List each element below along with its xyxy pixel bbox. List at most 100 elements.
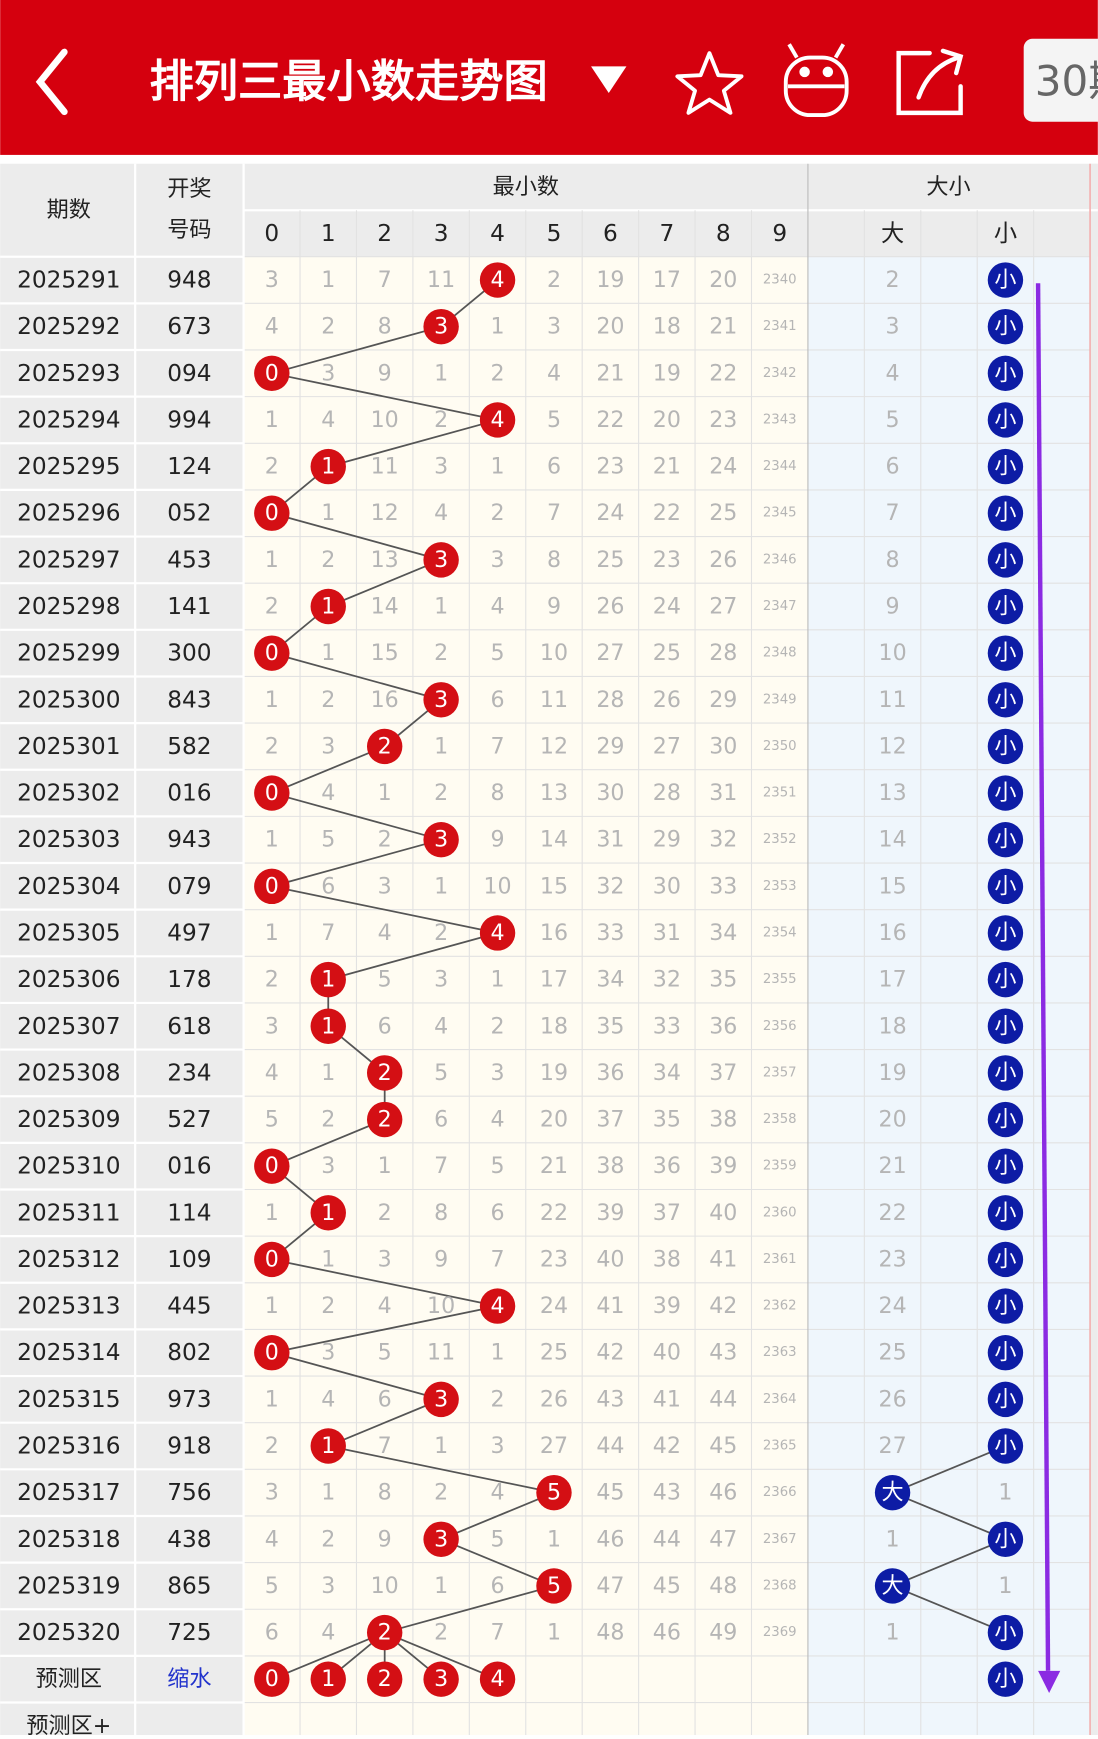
- period-button[interactable]: [1023, 38, 1098, 122]
- miss-count: 38: [709, 1107, 737, 1133]
- size-ball: [987, 1008, 1024, 1044]
- miss-count: 4: [265, 1060, 279, 1086]
- period: 2025303: [17, 826, 120, 853]
- miss-count: 41: [596, 1293, 624, 1319]
- trend-line: [440, 1538, 555, 1587]
- share-button[interactable]: [896, 48, 964, 116]
- miss-count: 46: [709, 1480, 737, 1506]
- trend-line: [271, 1305, 498, 1354]
- miss-count: 3: [434, 967, 448, 993]
- miss-count: 2362: [763, 1299, 797, 1314]
- min-ball-label: 3: [434, 547, 448, 573]
- size-miss: 19: [878, 1060, 906, 1086]
- period: 2025294: [17, 406, 120, 433]
- min-ball-label: 3: [434, 827, 448, 853]
- miss-count: 1: [434, 594, 448, 620]
- miss-count: 25: [540, 1340, 568, 1366]
- miss-count: 2353: [763, 879, 797, 894]
- min-ball-label: 2: [378, 1107, 392, 1133]
- miss-count: 7: [547, 500, 561, 526]
- miss-count: 35: [596, 1013, 624, 1039]
- miss-count: 1: [321, 1060, 335, 1086]
- favorite-button[interactable]: [675, 51, 744, 115]
- period: 2025315: [17, 1386, 120, 1413]
- size-ball-label: 大: [882, 1573, 904, 1599]
- head-number: 号码: [167, 217, 211, 243]
- min-ball-label: 0: [265, 500, 279, 526]
- miss-count: 33: [596, 920, 624, 946]
- miss-count: 4: [547, 360, 561, 386]
- miss-count: 28: [709, 640, 737, 666]
- miss-count: 6: [547, 454, 561, 480]
- min-ball-label: 0: [265, 640, 279, 666]
- size-ball: [987, 308, 1024, 345]
- size-ball: [987, 1521, 1024, 1557]
- miss-count: 21: [596, 360, 624, 386]
- miss-count: 11: [427, 267, 455, 293]
- size-miss: 26: [878, 1386, 906, 1412]
- draw-number: 300: [167, 640, 211, 667]
- miss-count: 4: [265, 1526, 279, 1552]
- miss-count: 10: [371, 407, 399, 433]
- miss-count: 7: [378, 1433, 392, 1459]
- miss-count: 26: [653, 687, 681, 713]
- size-miss: 22: [878, 1200, 906, 1226]
- miss-count: 3: [265, 1480, 279, 1506]
- miss-count: 30: [709, 733, 737, 759]
- miss-count: 2: [321, 1293, 335, 1319]
- min-ball-label: 2: [378, 1620, 392, 1646]
- min-ball-label: 3: [434, 1386, 448, 1412]
- miss-count: 32: [653, 967, 681, 993]
- page-title[interactable]: 排列三最小数走势图: [150, 56, 548, 107]
- miss-count: 2366: [763, 1485, 797, 1500]
- miss-count: 24: [709, 454, 737, 480]
- miss-count: 48: [596, 1620, 624, 1646]
- miss-count: 5: [265, 1107, 279, 1133]
- miss-count: 33: [653, 1013, 681, 1039]
- miss-count: 1: [378, 1153, 392, 1179]
- miss-count: 2: [547, 267, 561, 293]
- min-ball-label: 0: [265, 1340, 279, 1366]
- miss-count: 5: [321, 827, 335, 853]
- size-ball: [987, 1241, 1024, 1278]
- miss-count: 27: [653, 733, 681, 759]
- min-ball-label: 5: [547, 1573, 561, 1599]
- size-ball-label: 小: [994, 314, 1016, 340]
- title-dropdown[interactable]: [591, 66, 627, 93]
- miss-count: 42: [709, 1293, 737, 1319]
- size-ball-label: 小: [994, 360, 1016, 386]
- miss-count: 9: [434, 1246, 448, 1272]
- miss-count: 2: [265, 1433, 279, 1459]
- miss-count: 32: [596, 873, 624, 899]
- android-button[interactable]: [783, 43, 849, 118]
- miss-count: 8: [434, 1200, 448, 1226]
- size-ball: [987, 355, 1024, 392]
- min-ball: [254, 868, 290, 905]
- miss-count: 32: [709, 827, 737, 853]
- size-ball: [987, 402, 1024, 438]
- back-button[interactable]: [35, 48, 68, 116]
- draw-number: 445: [167, 1293, 211, 1320]
- size-ball-label: 小: [994, 1340, 1016, 1366]
- miss-count: 30: [596, 780, 624, 806]
- miss-count: 2359: [763, 1159, 797, 1174]
- size-ball: [987, 821, 1024, 858]
- head-number: 开奖: [167, 176, 211, 202]
- miss-count: 3: [321, 733, 335, 759]
- min-ball-label: 1: [321, 967, 335, 993]
- min-ball-label: 0: [265, 1153, 279, 1179]
- miss-count: 25: [596, 547, 624, 573]
- miss-count: 23: [596, 454, 624, 480]
- period-button-label[interactable]: 30期: [1035, 56, 1098, 105]
- miss-count: 2340: [763, 273, 797, 288]
- miss-count: 2: [491, 500, 505, 526]
- miss-count: 39: [596, 1200, 624, 1226]
- miss-count: 6: [265, 1620, 279, 1646]
- draw-number: 918: [167, 1433, 211, 1460]
- size-ball: [987, 1335, 1024, 1371]
- miss-count: 2: [265, 967, 279, 993]
- trend-line: [328, 1445, 555, 1494]
- size-ball-label: 小: [994, 967, 1016, 993]
- forecast-size-ball-label: 小: [994, 1666, 1016, 1692]
- trend-arrow: [1035, 283, 1051, 1671]
